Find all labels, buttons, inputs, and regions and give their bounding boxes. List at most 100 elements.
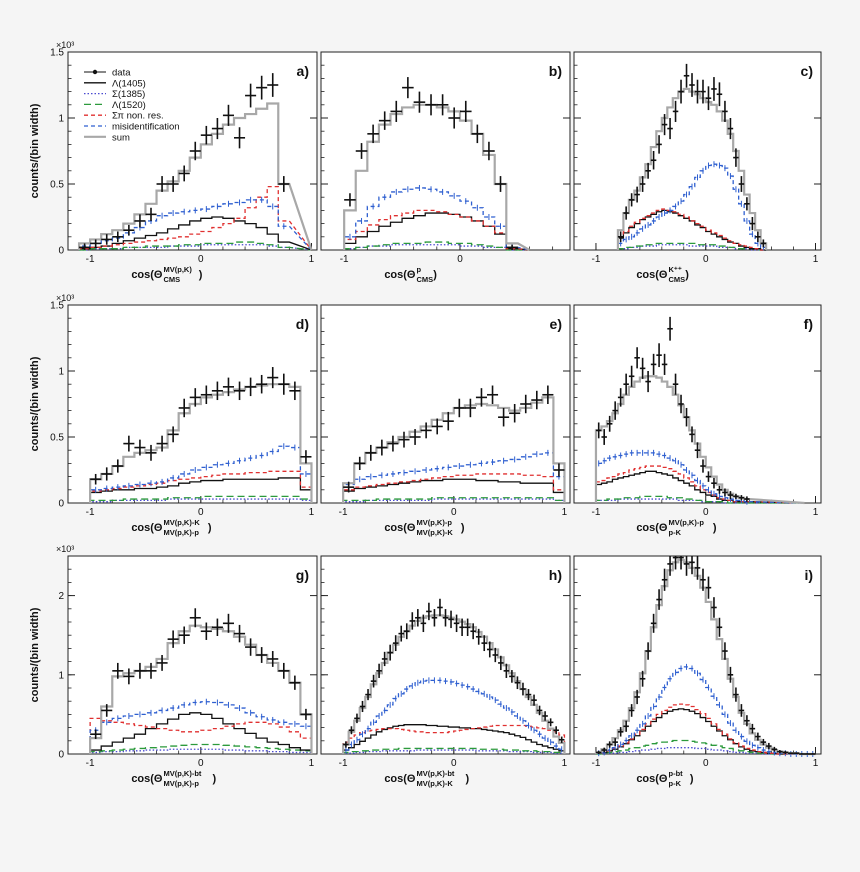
x-axis-label-close: ) bbox=[199, 269, 203, 281]
y-tick-label: 0.5 bbox=[50, 180, 64, 191]
histogram-sigmapi-nonres bbox=[343, 209, 530, 251]
x-axis-label-subscript: CMS bbox=[417, 275, 434, 284]
histogram-lambda1405 bbox=[89, 712, 313, 754]
x-axis-label-superscript: MV(p,K)-p bbox=[417, 518, 453, 527]
legend-swatch-marker bbox=[92, 69, 98, 75]
histogram-sigma1385 bbox=[89, 748, 313, 754]
x-tick-label: 0 bbox=[451, 507, 457, 518]
legend-label: data bbox=[112, 68, 131, 79]
x-axis-label: cos(Θ bbox=[384, 773, 416, 785]
histogram-sigma1385 bbox=[342, 498, 566, 503]
x-tick-label: 0 bbox=[703, 254, 709, 265]
legend-label: misidentification bbox=[112, 122, 180, 133]
x-axis-label: cos(Θ bbox=[636, 269, 668, 281]
x-axis-label-subscript: MV(p,K)-K bbox=[417, 528, 454, 537]
histogram-lambda1520 bbox=[89, 495, 313, 503]
y-axis-multiplier: ×10³ bbox=[56, 544, 74, 554]
x-axis-label-close: ) bbox=[690, 773, 694, 785]
x-axis-label: cos(Θ bbox=[636, 773, 668, 785]
x-axis-label-close: ) bbox=[713, 522, 717, 534]
panel-label: i) bbox=[804, 567, 813, 583]
x-axis-label-superscript: MV(p,K)-bt bbox=[164, 769, 202, 778]
panel-frame bbox=[573, 304, 822, 504]
x-axis-label-subscript: MV(p,K)-K bbox=[417, 779, 454, 788]
y-tick-label: 1.5 bbox=[50, 48, 64, 59]
panel-frame bbox=[320, 555, 571, 755]
legend-item: Λ(1405) bbox=[84, 78, 146, 89]
x-tick-label: -1 bbox=[592, 507, 601, 518]
histogram-lambda1405 bbox=[342, 478, 566, 503]
x-tick-label: 1 bbox=[562, 758, 568, 769]
x-tick-label: -1 bbox=[339, 758, 348, 769]
histogram-lambda1520 bbox=[343, 241, 530, 251]
legend-label: Λ(1405) bbox=[112, 78, 146, 89]
x-tick-label: -1 bbox=[86, 758, 95, 769]
x-tick-label: -1 bbox=[592, 758, 601, 769]
y-axis-label: counts/(bin width) bbox=[29, 356, 41, 451]
y-axis-label: counts/(bin width) bbox=[29, 607, 41, 702]
x-axis-label: cos(Θ bbox=[131, 269, 163, 281]
y-tick-label: 0.5 bbox=[50, 433, 64, 444]
histogram-sigma1385 bbox=[343, 244, 530, 251]
x-axis-label-superscript: MV(p,K)-K bbox=[164, 518, 201, 527]
x-axis-label-subscript: MV(p,K)-p bbox=[164, 528, 200, 537]
x-tick-label: 0 bbox=[703, 758, 709, 769]
x-axis-label-close: ) bbox=[213, 773, 217, 785]
histogram-sigmapi-nonres bbox=[595, 703, 816, 755]
histogram-sigmapi-nonres bbox=[595, 465, 805, 504]
histogram-sigmapi-nonres bbox=[78, 185, 312, 251]
legend-label: Σ(1385) bbox=[112, 89, 145, 100]
x-axis-label-close: ) bbox=[461, 522, 465, 534]
histogram-sum bbox=[342, 396, 566, 503]
x-axis-label-subscript: MV(p,K)-p bbox=[164, 779, 200, 788]
legend-label: Λ(1520) bbox=[112, 100, 146, 111]
panel-label: e) bbox=[550, 316, 562, 332]
x-axis-label-superscript: MV(p,K)-bt bbox=[417, 769, 455, 778]
y-tick-label: 0 bbox=[58, 750, 64, 761]
legend-label: Σπ non. res. bbox=[112, 111, 164, 122]
x-tick-label: -1 bbox=[339, 507, 348, 518]
panel-frame bbox=[573, 555, 822, 755]
x-axis-label-superscript: K⁺⁺ bbox=[669, 265, 682, 274]
y-axis-multiplier: ×10³ bbox=[56, 40, 74, 50]
histogram-misid bbox=[89, 701, 313, 754]
x-axis-label-close: ) bbox=[208, 522, 212, 534]
y-axis-label: counts/(bin width) bbox=[29, 103, 41, 198]
y-tick-label: 1 bbox=[58, 367, 64, 378]
x-tick-label: 0 bbox=[198, 254, 204, 265]
histogram-lambda1405 bbox=[342, 724, 566, 754]
x-axis-label-close: ) bbox=[685, 269, 689, 281]
y-tick-label: 0 bbox=[58, 499, 64, 510]
x-tick-label: 1 bbox=[309, 507, 315, 518]
x-axis-label-superscript: p-bt bbox=[669, 769, 684, 778]
x-axis-label: cos(Θ bbox=[636, 522, 668, 534]
histogram-sum bbox=[594, 375, 805, 505]
legend-label: sum bbox=[112, 132, 130, 143]
x-tick-label: 1 bbox=[813, 254, 819, 265]
histogram-sum bbox=[89, 383, 313, 503]
x-tick-label: 0 bbox=[198, 507, 204, 518]
panel-frame bbox=[320, 304, 571, 504]
legend-item: data bbox=[84, 68, 131, 79]
x-axis-label-close: ) bbox=[466, 773, 470, 785]
panel-label: a) bbox=[297, 63, 309, 79]
panel-label: d) bbox=[296, 316, 309, 332]
histogram-lambda1520 bbox=[342, 497, 566, 503]
histogram-sum bbox=[89, 624, 313, 754]
y-tick-label: 1 bbox=[58, 670, 64, 681]
panel-label: b) bbox=[549, 63, 562, 79]
histogram-sigmapi-nonres bbox=[617, 208, 767, 251]
legend-item: Σπ non. res. bbox=[84, 111, 164, 122]
chart-panel: -1 0 1 i) cos(Θ p-btp-K) bbox=[573, 555, 822, 788]
x-axis-label-subscript: p-K bbox=[669, 528, 682, 537]
histogram-misid bbox=[78, 199, 312, 251]
x-tick-label: 1 bbox=[309, 758, 315, 769]
y-axis-multiplier: ×10³ bbox=[56, 293, 74, 303]
histogram-sigmapi-nonres bbox=[342, 473, 566, 503]
y-tick-label: 0 bbox=[58, 246, 64, 257]
histogram-sigmapi-nonres bbox=[89, 717, 313, 754]
legend-item: sum bbox=[84, 132, 130, 143]
x-tick-label: 0 bbox=[457, 254, 463, 265]
y-tick-label: 1.5 bbox=[50, 301, 64, 312]
